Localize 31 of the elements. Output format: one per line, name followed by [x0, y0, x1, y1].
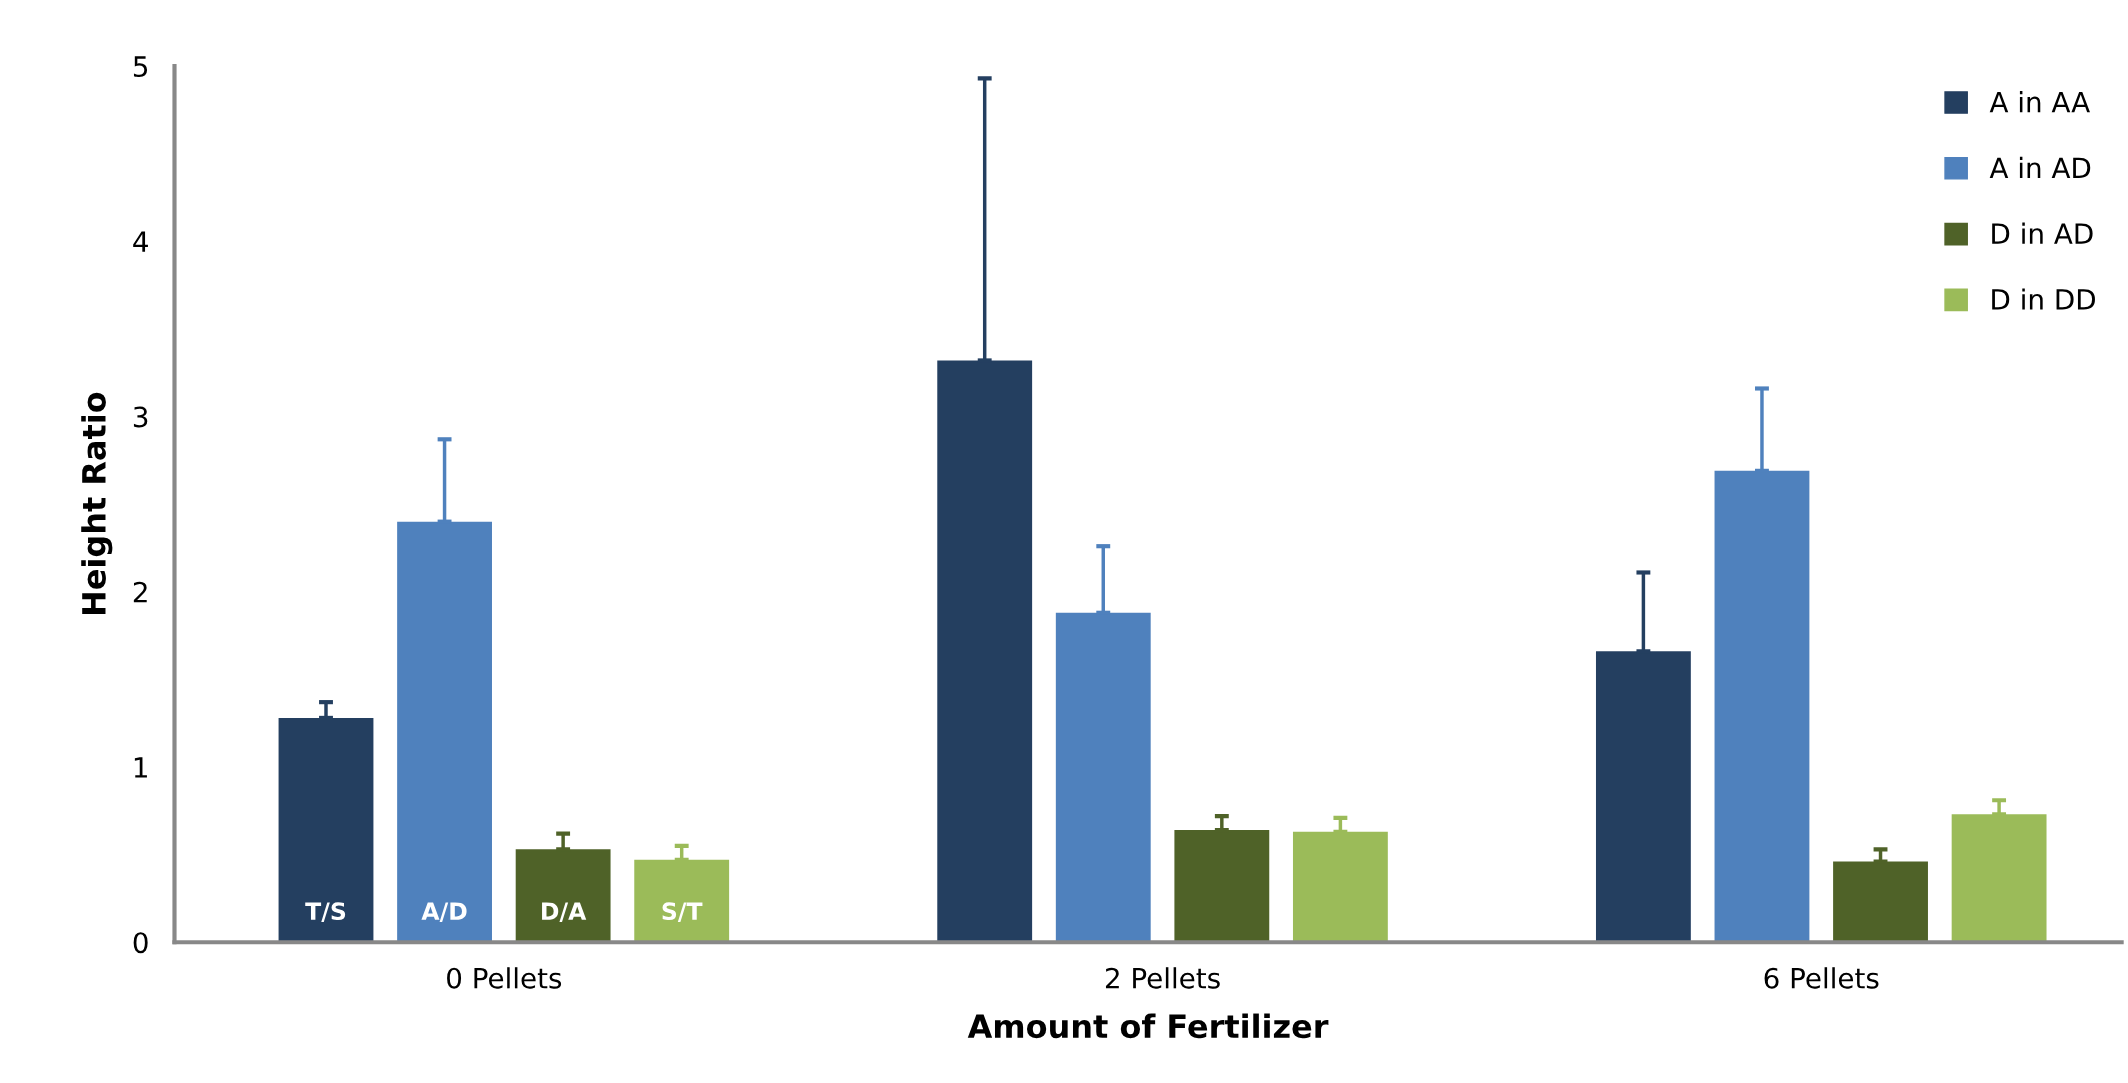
bar [1292, 831, 1388, 943]
y-tick-label: 4 [133, 231, 148, 252]
legend-label: D in DD [1992, 288, 2095, 310]
annotation: S/T [662, 902, 703, 922]
bar [937, 360, 1033, 943]
bar [1174, 830, 1270, 943]
bar [634, 859, 730, 943]
y-tick-label: 3 [133, 406, 148, 428]
x-tick-label: 0 Pellets [447, 967, 562, 989]
annotation: A/D [421, 902, 467, 922]
annotation: D/A [542, 902, 587, 922]
legend-label: A in AD [1989, 156, 2091, 178]
bar [1595, 651, 1691, 943]
x-axis-title: Amount of Fertilizer [967, 1013, 1329, 1039]
y-tick-label: 0 [133, 932, 148, 954]
bar [1714, 470, 1810, 943]
annotation: T/S [305, 902, 346, 922]
y-tick-label: 2 [133, 581, 147, 603]
bar [1055, 612, 1151, 943]
bar [397, 521, 492, 943]
x-tick-label: 2 Pellets [1105, 967, 1220, 989]
bar [1951, 814, 2047, 943]
bar [515, 849, 611, 943]
y-axis-title: Height Ratio [81, 392, 113, 615]
bar [1833, 861, 1928, 943]
x-tick-label: 6 Pellets [1764, 967, 1879, 989]
legend-label: A in AA [1989, 91, 2090, 113]
legend-label: D in AD [1992, 222, 2093, 244]
y-tick-label: 5 [133, 56, 148, 78]
y-tick-label: 1 [134, 757, 147, 778]
bar [278, 717, 374, 943]
